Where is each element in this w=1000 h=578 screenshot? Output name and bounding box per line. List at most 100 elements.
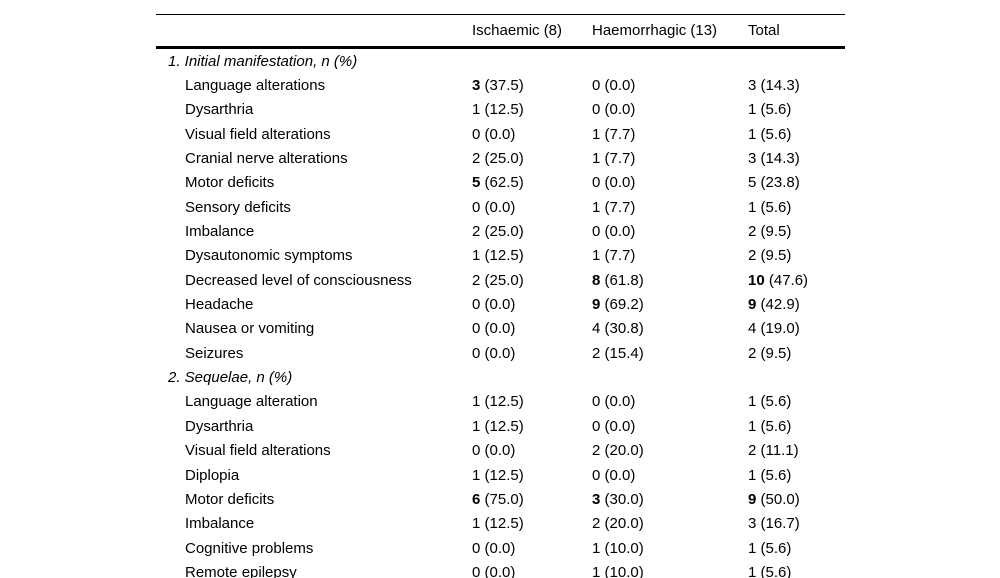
cell-haemorrhagic: 0 (0.0)	[592, 171, 748, 195]
table-row: Headache 0 (0.0) 9 (69.2) 9 (42.9)	[156, 292, 845, 316]
cell-total: 1 (5.6)	[748, 195, 845, 219]
percent-value: (23.8)	[760, 174, 800, 192]
percent-value: (5.6)	[760, 563, 792, 578]
table-row: Imbalance 1 (12.5) 2 (20.0) 3 (16.7)	[156, 512, 845, 536]
row-label: Dysarthria	[185, 101, 254, 119]
count-value: 1	[472, 515, 481, 533]
count-value: 3	[748, 515, 757, 533]
percent-value: (7.7)	[604, 198, 636, 216]
cell-ischaemic: 0 (0.0)	[472, 122, 592, 146]
percent-value: (5.6)	[760, 539, 792, 557]
percent-value: (0.0)	[484, 539, 516, 557]
table-row: Motor deficits 6 (75.0) 3 (30.0) 9 (50.0)	[156, 487, 845, 511]
cell-total: 3 (14.3)	[748, 73, 845, 97]
cell-ischaemic: 3 (37.5)	[472, 73, 592, 97]
percent-value: (0.0)	[484, 442, 516, 460]
count-value: 0	[592, 174, 601, 192]
percent-value: (5.6)	[760, 466, 792, 484]
percent-value: (10.0)	[604, 539, 644, 557]
table-row: Dysarthria 1 (12.5) 0 (0.0) 1 (5.6)	[156, 414, 845, 438]
cell-ischaemic: 0 (0.0)	[472, 292, 592, 316]
percent-value: (11.1)	[760, 442, 799, 460]
percent-value: (15.4)	[604, 344, 644, 362]
stroke-manifestation-table: Ischaemic (8) Haemorrhagic (13) Total 1. I…	[156, 14, 845, 578]
cell-ischaemic: 0 (0.0)	[472, 560, 592, 578]
percent-value: (25.0)	[484, 150, 524, 168]
cell-ischaemic: 0 (0.0)	[472, 317, 592, 341]
cell-ischaemic: 2 (25.0)	[472, 146, 592, 170]
row-label: Imbalance	[185, 515, 255, 533]
cell-haemorrhagic: 4 (30.8)	[592, 317, 748, 341]
percent-value: (69.2)	[604, 296, 644, 314]
count-value: 3	[472, 77, 481, 95]
percent-value: (25.0)	[484, 271, 524, 289]
row-label: Remote epilepsy	[185, 563, 297, 578]
row-label: Motor deficits	[185, 490, 275, 508]
count-value: 5	[748, 174, 757, 192]
percent-value: (12.5)	[484, 466, 524, 484]
row-label: Visual field alterations	[185, 125, 331, 143]
table-row: Diplopia 1 (12.5) 0 (0.0) 1 (5.6)	[156, 463, 845, 487]
table-row: Imbalance 2 (25.0) 0 (0.0) 2 (9.5)	[156, 219, 845, 243]
percent-value: (9.5)	[760, 344, 792, 362]
cell-ischaemic: 6 (75.0)	[472, 487, 592, 511]
table-row: Dysautonomic symptoms 1 (12.5) 1 (7.7) 2 (9…	[156, 244, 845, 268]
count-value: 2	[748, 223, 757, 241]
count-value: 0	[472, 442, 481, 460]
percent-value: (0.0)	[604, 223, 636, 241]
cell-haemorrhagic: 9 (69.2)	[592, 292, 748, 316]
count-value: 1	[748, 539, 757, 557]
cell-haemorrhagic: 1 (7.7)	[592, 146, 748, 170]
count-value: 1	[592, 563, 601, 578]
percent-value: (0.0)	[484, 320, 516, 338]
percent-value: (0.0)	[484, 198, 516, 216]
cell-haemorrhagic: 8 (61.8)	[592, 268, 748, 292]
row-label: Language alteration	[185, 393, 318, 411]
cell-total: 2 (9.5)	[748, 244, 845, 268]
cell-ischaemic: 0 (0.0)	[472, 439, 592, 463]
cell-total: 2 (9.5)	[748, 219, 845, 243]
row-label: Headache	[185, 296, 254, 314]
count-value: 1	[472, 393, 481, 411]
percent-value: (14.3)	[760, 77, 800, 95]
percent-value: (61.8)	[604, 271, 644, 289]
percent-value: (0.0)	[484, 125, 516, 143]
cell-total: 4 (19.0)	[748, 317, 845, 341]
count-value: 9	[592, 296, 601, 314]
percent-value: (12.5)	[484, 247, 524, 265]
cell-total: 1 (5.6)	[748, 390, 845, 414]
percent-value: (9.5)	[760, 247, 792, 265]
cell-haemorrhagic: 0 (0.0)	[592, 98, 748, 122]
percent-value: (9.5)	[760, 223, 792, 241]
count-value: 4	[592, 320, 601, 338]
table-row: Decreased level of consciousness 2 (25.0)…	[156, 268, 845, 292]
cell-total: 9 (42.9)	[748, 292, 845, 316]
column-header-condition	[156, 14, 472, 49]
percent-value: (5.6)	[760, 101, 792, 119]
cell-ischaemic: 2 (25.0)	[472, 219, 592, 243]
row-label: Seizures	[185, 344, 244, 362]
count-value: 3	[748, 150, 757, 168]
table-row: Language alteration 1 (12.5) 0 (0.0) 1 (5.6…	[156, 390, 845, 414]
count-value: 1	[472, 247, 481, 265]
section-header-row: 2. Sequelae, n (%)	[156, 365, 845, 389]
percent-value: (0.0)	[484, 563, 516, 578]
row-label: Decreased level of consciousness	[185, 271, 412, 289]
count-value: 0	[472, 539, 481, 557]
percent-value: (20.0)	[604, 442, 644, 460]
section-header-row: 1. Initial manifestation, n (%)	[156, 48, 845, 74]
percent-value: (0.0)	[484, 344, 516, 362]
count-value: 0	[592, 77, 601, 95]
cell-haemorrhagic: 1 (7.7)	[592, 195, 748, 219]
cell-ischaemic: 1 (12.5)	[472, 512, 592, 536]
cell-ischaemic: 0 (0.0)	[472, 341, 592, 365]
percent-value: (0.0)	[604, 174, 636, 192]
cell-haemorrhagic: 2 (20.0)	[592, 512, 748, 536]
count-value: 1	[592, 150, 601, 168]
percent-value: (5.6)	[760, 198, 792, 216]
count-value: 0	[592, 223, 601, 241]
cell-haemorrhagic: 1 (7.7)	[592, 244, 748, 268]
percent-value: (16.7)	[760, 515, 800, 533]
cell-total: 10 (47.6)	[748, 268, 845, 292]
count-value: 2	[748, 247, 757, 265]
